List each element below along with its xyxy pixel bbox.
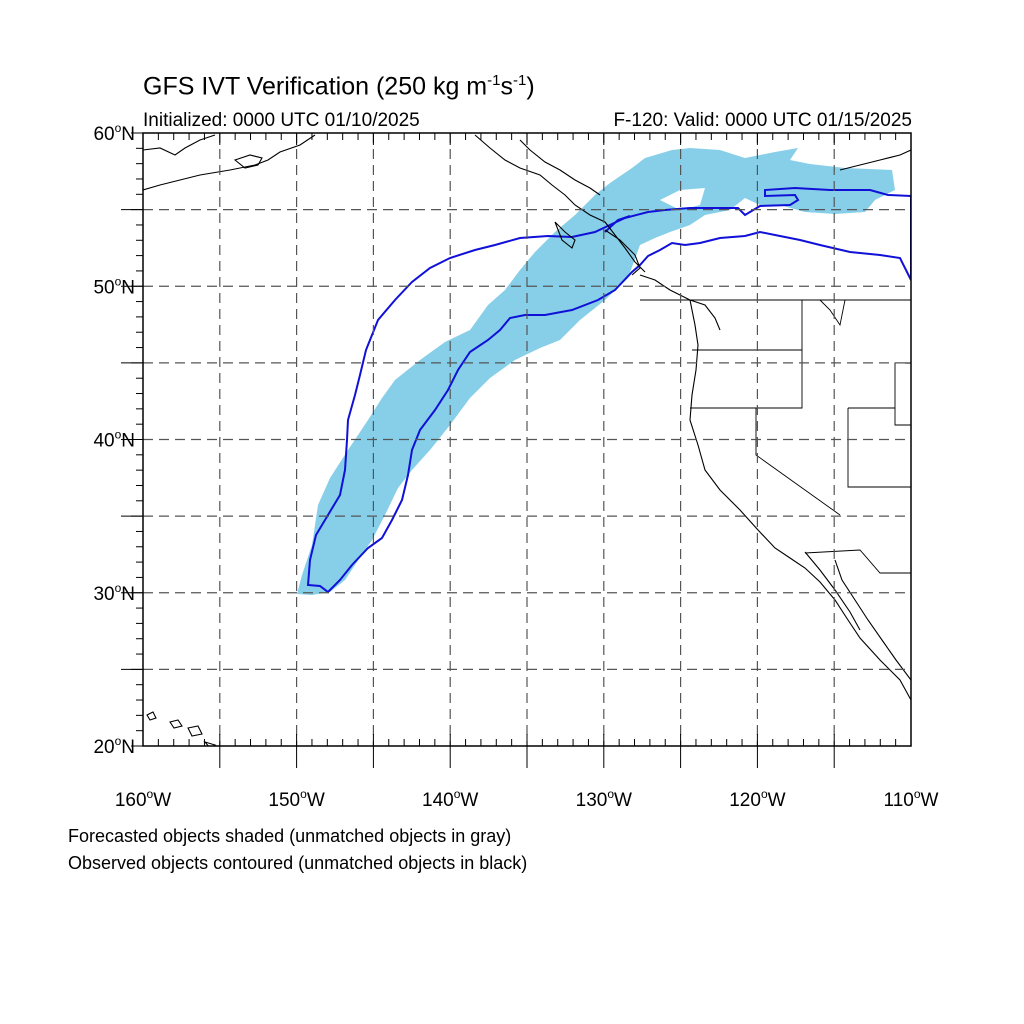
forecast-ivt-object [297, 148, 895, 595]
lon-label: 160oW [115, 787, 171, 811]
map-title: GFS IVT Verification (250 kg m-1s-1) [143, 72, 535, 101]
lon-label: 140oW [422, 787, 478, 811]
observed-legend-note: Observed objects contoured (unmatched ob… [68, 853, 528, 873]
coastline [143, 134, 911, 746]
lon-label: 130oW [576, 787, 632, 811]
lat-label: 50oN [93, 274, 135, 298]
lon-label: 120oW [729, 787, 785, 811]
lon-label: 110oW [884, 787, 939, 811]
observed-ivt-contour [306, 186, 911, 594]
initialized-label: Initialized: 0000 UTC 01/10/2025 [143, 110, 420, 131]
forecast-legend-note: Forecasted objects shaded (unmatched obj… [68, 826, 512, 846]
political-boundaries [640, 299, 911, 574]
lon-label: 150oW [268, 787, 324, 811]
gridlines [143, 133, 911, 746]
lat-label: 40oN [93, 428, 135, 452]
valid-time-label: F-120: Valid: 0000 UTC 01/15/2025 [613, 110, 912, 131]
lat-label: 20oN [93, 734, 135, 758]
lat-label: 60oN [93, 121, 135, 145]
lat-label: 30oN [93, 581, 135, 605]
